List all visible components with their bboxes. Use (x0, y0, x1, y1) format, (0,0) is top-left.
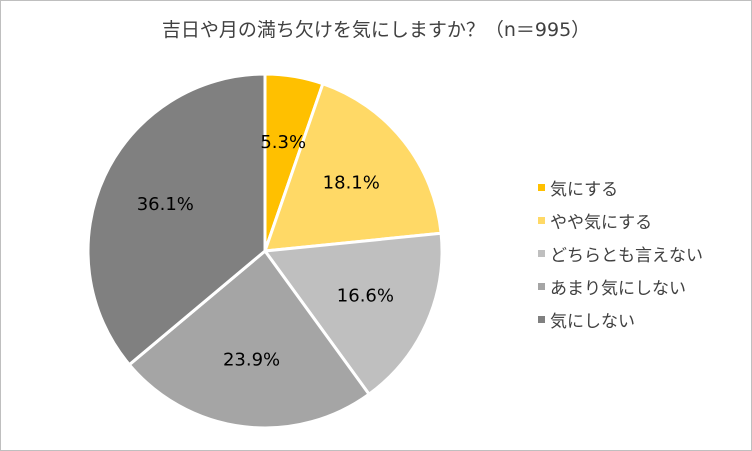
legend-label: 気にしない (550, 312, 635, 332)
pie-slice-3 (262, 231, 444, 397)
pie-slice-2 (262, 81, 443, 253)
legend-item: どちらとも言えない (538, 237, 703, 270)
legend-swatch (538, 283, 545, 290)
slice-data-label: 18.1% (323, 172, 380, 193)
slice-data-label: 36.1% (137, 194, 194, 215)
legend-label: どちらとも言えない (550, 246, 703, 266)
pie-slice-4 (127, 248, 372, 430)
legend-swatch (538, 250, 545, 257)
legend-item: 気にする (538, 171, 703, 204)
legend-item: あまり気にしない (538, 270, 703, 303)
slice-data-label: 16.6% (337, 285, 394, 306)
legend-label: 気にする (550, 180, 619, 200)
legend-label: やや気にする (550, 213, 653, 233)
chart-title: 吉日や月の満ち欠けを気にしますか？（n＝995） (161, 19, 591, 41)
legend-label: あまり気にしない (550, 279, 686, 299)
slice-data-label: 5.3% (260, 132, 306, 153)
pie-slice-5 (86, 72, 267, 367)
slice-data-label: 23.9% (223, 350, 280, 371)
legend-item: 気にしない (538, 303, 703, 336)
legend-swatch (538, 217, 545, 224)
legend-swatch (538, 316, 545, 323)
legend-item: やや気にする (538, 204, 703, 237)
legend: 気にするやや気にするどちらとも言えない あまり気にしない 気にしない (538, 171, 703, 336)
legend-swatch (538, 184, 545, 191)
